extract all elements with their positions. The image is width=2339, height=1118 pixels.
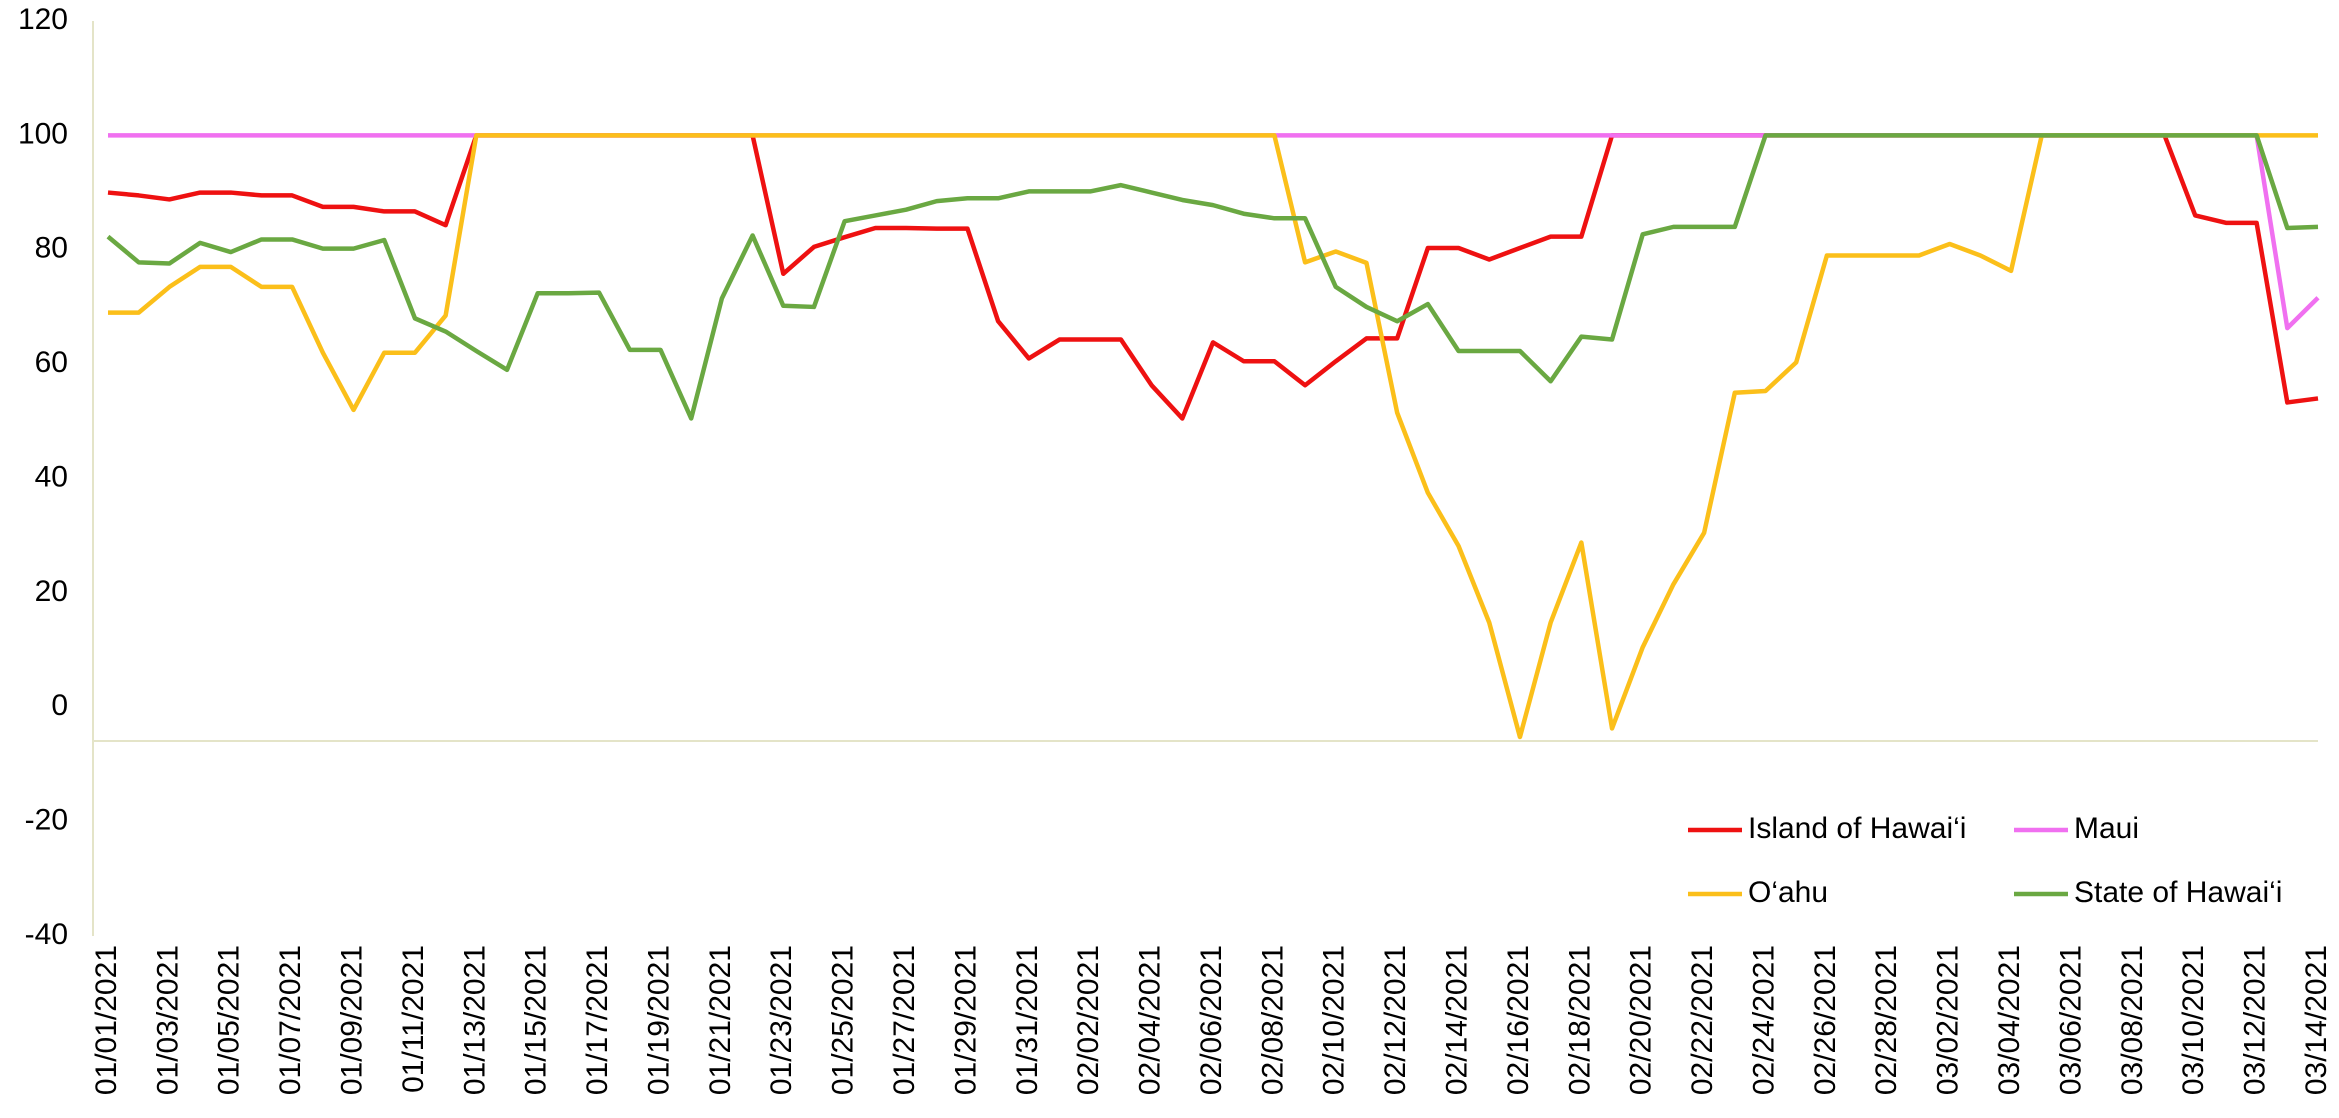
x-tick-label: 03/14/2021 — [2300, 945, 2333, 1095]
x-tick-label: 02/10/2021 — [1318, 945, 1351, 1095]
legend-label: O‘ahu — [1748, 876, 1828, 909]
legend-label: Maui — [2074, 812, 2139, 845]
x-tick-label: 01/21/2021 — [704, 945, 737, 1095]
x-tick-label: 02/12/2021 — [1379, 945, 1412, 1095]
x-tick-label: 01/31/2021 — [1011, 945, 1044, 1095]
x-tick-label: 01/13/2021 — [458, 945, 491, 1095]
legend-label: Island of Hawai‘i — [1748, 812, 1966, 845]
x-tick-label: 03/04/2021 — [1993, 945, 2026, 1095]
x-tick-label: 01/09/2021 — [335, 945, 368, 1095]
x-tick-label: 03/10/2021 — [2177, 945, 2210, 1095]
series-line — [106, 133, 2319, 421]
x-tick-label: 03/08/2021 — [2116, 945, 2149, 1095]
x-tick-label: 01/11/2021 — [397, 945, 430, 1093]
y-tick-label: -20 — [25, 804, 68, 837]
x-tick-label: 01/19/2021 — [642, 945, 675, 1095]
x-tick-label: 01/17/2021 — [581, 945, 614, 1095]
y-tick-label: 60 — [35, 346, 68, 379]
x-tick-label: 02/14/2021 — [1440, 945, 1473, 1095]
x-tick-label: 01/29/2021 — [949, 945, 982, 1095]
x-tick-label: 02/08/2021 — [1256, 945, 1289, 1095]
y-tick-label: 120 — [18, 3, 68, 36]
series-line — [108, 133, 2318, 740]
x-tick-label: 02/16/2021 — [1502, 945, 1535, 1095]
x-tick-label: 01/27/2021 — [888, 945, 921, 1095]
x-tick-label: 03/02/2021 — [1932, 945, 1965, 1095]
x-tick-label: 03/06/2021 — [2054, 945, 2087, 1095]
x-tick-label: 02/28/2021 — [1870, 945, 1903, 1095]
series-line — [107, 133, 2319, 421]
x-tick-label: 02/06/2021 — [1195, 945, 1228, 1095]
x-tick-label: 02/24/2021 — [1747, 945, 1780, 1095]
x-tick-label: 01/07/2021 — [274, 945, 307, 1095]
x-tick-label: 01/23/2021 — [765, 945, 798, 1095]
x-tick-label: 02/18/2021 — [1563, 945, 1596, 1095]
y-tick-label: 0 — [51, 689, 68, 722]
x-tick-label: 02/02/2021 — [1072, 945, 1105, 1095]
y-tick-label: -40 — [25, 918, 68, 951]
x-tick-label: 02/26/2021 — [1809, 945, 1842, 1095]
x-tick-label: 01/03/2021 — [151, 945, 184, 1095]
y-tick-label: 100 — [18, 117, 68, 150]
series-line — [108, 133, 2320, 331]
y-tick-label: 20 — [35, 575, 68, 608]
y-tick-label: 80 — [35, 232, 68, 265]
x-tick-label: 03/12/2021 — [2239, 945, 2272, 1095]
x-tick-label: 02/04/2021 — [1134, 945, 1167, 1095]
x-tick-label: 02/20/2021 — [1625, 945, 1658, 1095]
x-tick-label: 02/22/2021 — [1686, 945, 1719, 1095]
y-tick-label: 40 — [35, 460, 68, 493]
x-tick-label: 01/05/2021 — [213, 945, 246, 1095]
x-tick-label: 01/01/2021 — [90, 945, 123, 1095]
x-tick-label: 01/15/2021 — [520, 945, 553, 1095]
legend-label: State of Hawai‘i — [2074, 876, 2282, 909]
x-tick-label: 01/25/2021 — [827, 945, 860, 1095]
